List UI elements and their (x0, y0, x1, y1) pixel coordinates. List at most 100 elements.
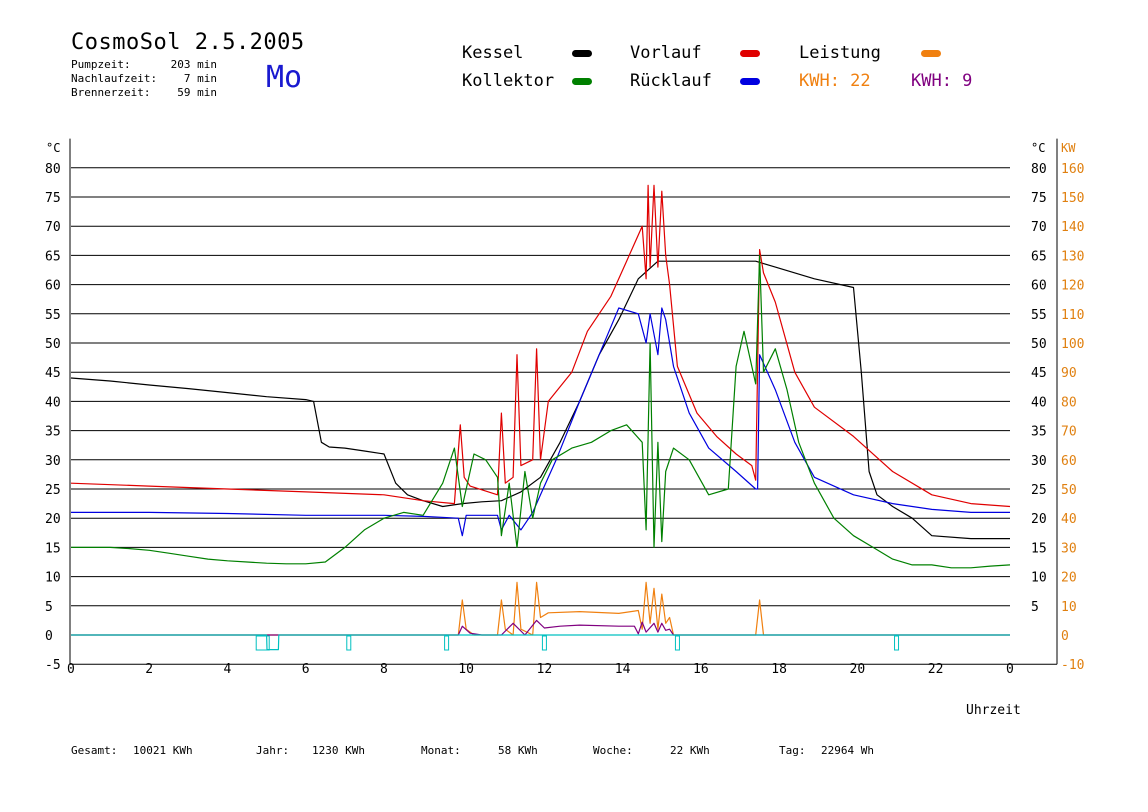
y-tick-left: 80 (45, 162, 61, 177)
x-tick: 0 (1006, 662, 1014, 677)
y-tick-right-power: 110 (1061, 308, 1084, 323)
y-tick-left: 0 (45, 629, 53, 644)
y-tick-left: 40 (45, 395, 61, 410)
pump-marker (674, 635, 680, 651)
legend-kwh-orange: KWH: 22 (799, 71, 871, 91)
y-tick-right-power: 50 (1061, 483, 1077, 498)
nachlaufzeit-label: Nachlaufzeit: (71, 72, 158, 85)
footer-monat-label: Monat: (421, 744, 461, 757)
y-tick-left: 35 (45, 425, 61, 440)
grid-lines (71, 167, 1010, 636)
y-tick-right-temp: 15 (1031, 541, 1047, 556)
y-tick-right-power: 160 (1061, 162, 1084, 177)
x-tick: 8 (380, 662, 388, 677)
x-tick: 18 (771, 662, 787, 677)
y-tick-right-power: 100 (1061, 337, 1084, 352)
y-tick-left: 15 (45, 541, 61, 556)
footer-jahr-value: 1230 KWh (312, 744, 365, 757)
y-tick-right-temp: 5 (1031, 600, 1039, 615)
footer-tag-label: Tag: (779, 744, 806, 757)
y-axis-unit-left: °C (46, 141, 60, 155)
y-tick-right-temp: 10 (1031, 571, 1047, 586)
y-tick-left: -5 (45, 658, 61, 673)
legend-kessel-swatch (572, 50, 592, 57)
y-tick-right-power: -10 (1061, 658, 1084, 673)
y-tick-left: 25 (45, 483, 61, 498)
y-tick-right-power: 60 (1061, 454, 1077, 469)
y-tick-left: 75 (45, 191, 61, 206)
y-tick-right-power: 30 (1061, 541, 1077, 556)
pump-marker (346, 635, 352, 651)
y-tick-right-power: 90 (1061, 366, 1077, 381)
legend-ruecklauf-label: Rücklauf (630, 71, 712, 91)
x-tick: 2 (145, 662, 153, 677)
y-tick-left: 60 (45, 279, 61, 294)
pump-markers (255, 635, 900, 651)
nachlaufzeit-value: 7 min (183, 72, 217, 85)
legend-kollektor-swatch (572, 78, 592, 85)
pumpzeit-label: Pumpzeit: (71, 58, 131, 71)
legend-kessel-label: Kessel (462, 43, 524, 63)
x-tick: 14 (615, 662, 631, 677)
y-tick-right-power: 40 (1061, 512, 1077, 527)
series-kollektor (71, 254, 1011, 569)
x-tick: 20 (850, 662, 866, 677)
pump-marker (444, 635, 450, 651)
y-tick-right-temp: 30 (1031, 454, 1047, 469)
y-tick-left: 30 (45, 454, 61, 469)
footer-monat-value: 58 KWh (498, 744, 538, 757)
y-tick-left: 10 (45, 571, 61, 586)
weekday-label: Mo (266, 60, 303, 95)
footer-gesamt-label: Gesamt: (71, 744, 118, 757)
y-tick-right-temp: 25 (1031, 483, 1047, 498)
y-tick-right-temp: 45 (1031, 366, 1047, 381)
series-pumpe (71, 634, 1010, 651)
y-tick-left: 50 (45, 337, 61, 352)
series-vorlauf (70, 184, 1011, 508)
x-tick: 6 (302, 662, 310, 677)
axes (69, 138, 1058, 665)
series-r-cklauf (71, 307, 1010, 537)
y-tick-left: 70 (45, 220, 61, 235)
y-tick-right-temp: 65 (1031, 249, 1047, 264)
series-leistung (71, 581, 1010, 636)
y-tick-right-temp: 75 (1031, 191, 1047, 206)
y-tick-right-temp: 20 (1031, 512, 1047, 527)
y-tick-right-temp: 80 (1031, 162, 1047, 177)
y-tick-right-power: 70 (1061, 425, 1077, 440)
y-tick-left: 45 (45, 366, 61, 381)
series-lines (70, 184, 1011, 651)
app-title: CosmoSol 2.5.2005 (71, 30, 305, 55)
legend-ruecklauf-swatch (740, 78, 760, 85)
legend-kwh-purple: KWH: 9 (911, 71, 973, 91)
brennerzeit-label: Brennerzeit: (71, 86, 151, 99)
legend-kollektor-label: Kollektor (462, 71, 555, 91)
y-tick-right-power: 140 (1061, 220, 1084, 235)
y-axis-unit-right-temp: °C (1031, 141, 1045, 155)
x-tick: 0 (67, 662, 75, 677)
y-tick-left: 20 (45, 512, 61, 527)
y-tick-right-temp: 60 (1031, 279, 1047, 294)
pump-marker (255, 635, 270, 651)
footer-woche-value: 22 KWh (670, 744, 710, 757)
y-tick-right-power: 80 (1061, 395, 1077, 410)
y-tick-right-temp: 55 (1031, 308, 1047, 323)
y-tick-left: 65 (45, 249, 61, 264)
legend-vorlauf-label: Vorlauf (630, 43, 702, 63)
y-tick-left: 55 (45, 308, 61, 323)
y-axis-unit-right-power: KW (1061, 141, 1076, 155)
y-tick-right-power: 0 (1061, 629, 1069, 644)
y-tick-right-power: 130 (1061, 249, 1084, 264)
legend-leistung-label: Leistung (799, 43, 881, 63)
y-tick-right-power: 10 (1061, 600, 1077, 615)
series-leistung-kwh-9 (71, 619, 1010, 636)
footer-woche-label: Woche: (593, 744, 633, 757)
x-tick: 4 (224, 662, 232, 677)
pumpzeit-value: 203 min (170, 58, 217, 71)
x-tick: 22 (928, 662, 944, 677)
pump-marker (541, 635, 547, 651)
footer-jahr-label: Jahr: (256, 744, 290, 757)
x-tick: 10 (458, 662, 474, 677)
legend-vorlauf-swatch (740, 50, 760, 57)
